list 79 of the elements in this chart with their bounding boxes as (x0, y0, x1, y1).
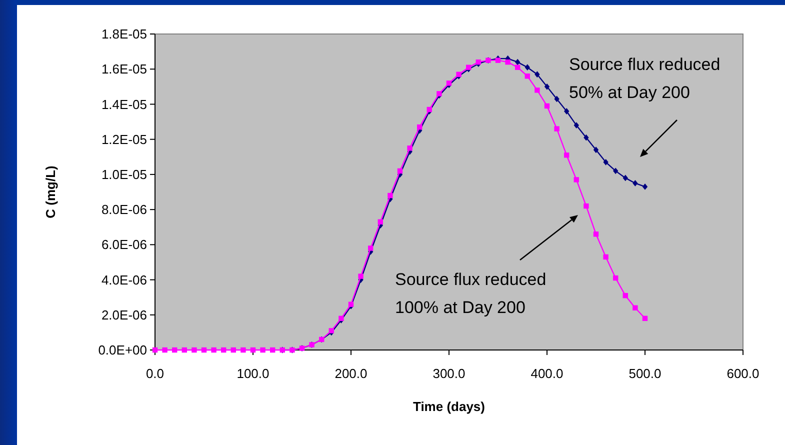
y-tick-label: 6.0E-06 (101, 237, 147, 252)
x-tick-label: 100.0 (236, 366, 270, 381)
point (348, 302, 354, 307)
y-tick-label: 4.0E-06 (101, 272, 147, 288)
point (534, 71, 540, 78)
point (328, 328, 334, 334)
y-tick-label: 8.0E-06 (101, 202, 147, 218)
point (456, 72, 462, 77)
x-tick-label: 0.0 (146, 366, 164, 381)
point (574, 122, 579, 128)
x-tick-label: 400.0 (530, 366, 564, 381)
point (632, 305, 638, 310)
x-tick-label: 600.0 (726, 366, 760, 381)
point (642, 316, 648, 321)
point (446, 80, 452, 86)
point (593, 232, 599, 237)
point (192, 347, 197, 353)
x-tick-label: 200.0 (334, 366, 368, 381)
point (182, 347, 187, 353)
point (603, 158, 608, 166)
point (397, 168, 403, 174)
point (240, 347, 246, 353)
point (260, 347, 266, 353)
point (368, 246, 374, 251)
point (436, 91, 442, 96)
annotation: Source flux reduced 100% at Day 200 (395, 270, 546, 317)
point (152, 347, 158, 353)
point (505, 59, 510, 65)
point (515, 58, 520, 66)
x-tick-label: 500.0 (628, 366, 662, 381)
y-tick-label: 0.0E+00 (98, 342, 147, 358)
point (407, 146, 412, 151)
point (593, 146, 599, 154)
point (270, 347, 276, 353)
point (524, 64, 530, 71)
annotation: Source flux reduced 50% at Day 200 (569, 55, 720, 102)
point (524, 74, 530, 79)
point (642, 184, 648, 190)
point (250, 347, 256, 353)
point (162, 347, 168, 353)
point (338, 316, 344, 321)
y-tick-label: 1.4E-05 (101, 96, 147, 112)
point (564, 152, 570, 158)
point (221, 347, 226, 353)
point (613, 168, 618, 174)
point (417, 124, 422, 130)
point (632, 180, 638, 186)
point (515, 64, 520, 70)
point (476, 59, 481, 65)
point (211, 347, 216, 353)
point (564, 108, 570, 114)
y-tick-label: 1.2E-05 (101, 132, 147, 147)
point (388, 192, 393, 198)
point (554, 96, 560, 102)
y-tick-label: 1.6E-05 (101, 62, 147, 77)
y-axis-title: C (mg/L) (43, 166, 58, 218)
point (378, 219, 383, 224)
point (584, 134, 589, 141)
point (358, 274, 364, 279)
y-tick-label: 1.0E-05 (101, 166, 147, 182)
point (584, 203, 589, 209)
y-tick-label: 2.0E-06 (101, 307, 147, 322)
point (622, 292, 628, 298)
x-tick-label: 300.0 (432, 366, 466, 381)
point (172, 347, 178, 353)
point (495, 58, 501, 63)
point (622, 174, 628, 182)
x-axis-title: Time (days) (412, 399, 486, 414)
point (534, 88, 540, 93)
y-tick-label: 1.8E-05 (101, 26, 147, 42)
point (613, 275, 618, 281)
point (544, 83, 550, 90)
point (201, 347, 207, 353)
point (554, 126, 560, 132)
point (230, 347, 236, 353)
point (603, 254, 608, 260)
point (544, 103, 550, 109)
point (574, 177, 579, 182)
point (466, 64, 472, 70)
